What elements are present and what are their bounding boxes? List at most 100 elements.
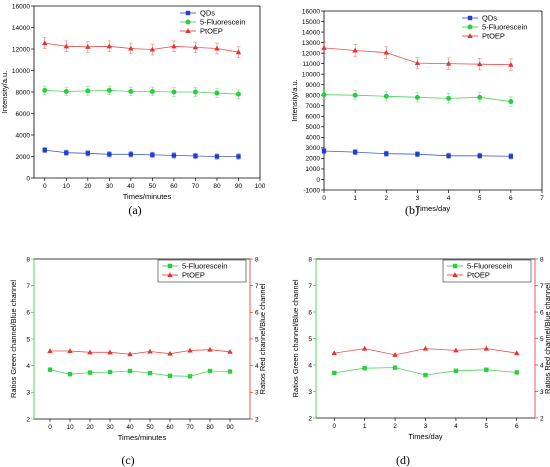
data-point (187, 347, 193, 353)
y-tick-label: 16000 (302, 8, 320, 15)
x-tick-label: 60 (166, 424, 174, 431)
y2-tick-label: 6 (540, 309, 544, 316)
legend-marker (467, 33, 473, 38)
data-point (171, 89, 177, 95)
chart-panel-d: 0 1 2 3 4 5 6 2 2 3 3 4 4 5 5 6 6 7 7 8 8 Times/day Ratios Gre… (291, 256, 550, 467)
y-tick-label: 8000 (16, 89, 31, 96)
y-tick-label: 6 (26, 310, 30, 317)
data-point (42, 40, 48, 46)
data-point (508, 99, 514, 105)
data-point (107, 369, 113, 375)
data-point (67, 348, 73, 353)
data-point (127, 351, 133, 357)
data-point (167, 350, 173, 356)
legend-box (157, 259, 247, 283)
data-point (384, 151, 389, 156)
data-point (85, 88, 91, 94)
data-point (392, 365, 398, 370)
data-point (352, 92, 358, 98)
data-point (477, 61, 483, 67)
x-tick-label: 30 (106, 424, 114, 431)
data-point (207, 368, 213, 374)
x-tick-label: 5 (478, 195, 482, 202)
data-point (383, 49, 389, 55)
x-tick-label: 6 (509, 195, 513, 202)
y2-tick-label: 3 (255, 390, 259, 397)
y2-tick-label: 4 (540, 362, 544, 369)
data-point (128, 88, 134, 94)
legend-label: PtOEP (467, 271, 490, 280)
data-point (147, 370, 153, 376)
legend-marker (167, 263, 173, 269)
y-tick-label: 2000 (306, 156, 321, 163)
x-tick-label: 30 (106, 183, 114, 190)
legend-marker (452, 263, 458, 269)
data-point (484, 367, 489, 372)
data-point (192, 44, 199, 50)
y-tick-label: 7 (308, 283, 312, 290)
y-tick-label: 4 (308, 362, 312, 369)
y-tick-label: 4000 (306, 135, 321, 142)
chart-panel-b: 0 1 2 3 4 5 6 7-1000010002000300040005000600070… (290, 8, 544, 217)
x-tick-label: 20 (86, 424, 94, 431)
data-point (63, 88, 69, 94)
data-point (321, 148, 327, 154)
series-line (44, 89, 239, 95)
data-point (127, 368, 133, 374)
data-point (227, 349, 233, 354)
data-point (445, 60, 452, 66)
data-point (171, 153, 177, 158)
data-point (352, 47, 358, 53)
x-tick-label: 40 (127, 183, 135, 190)
x-tick-label: 7 (540, 195, 544, 202)
x-tick-label: 3 (424, 423, 428, 430)
data-point (477, 94, 483, 100)
x-tick-label: 1 (363, 423, 367, 430)
x-tick-label: 70 (192, 183, 200, 190)
legend-box (442, 259, 532, 283)
data-point (227, 369, 233, 374)
panel-label: (b) (405, 203, 419, 217)
y-tick-label: 12000 (302, 50, 320, 57)
data-point (321, 45, 327, 50)
y-tick-label: 8 (308, 256, 312, 263)
y2-tick-label: 2 (540, 415, 544, 422)
y-tick-label: 5000 (306, 124, 321, 131)
legend-marker (167, 272, 173, 277)
data-point (415, 152, 420, 157)
y-tick-label: 2 (308, 415, 312, 422)
x-tick-label: 90 (235, 183, 243, 190)
data-point (514, 350, 520, 356)
legend-marker (185, 19, 191, 25)
y-tick-label: 5 (308, 336, 312, 343)
y-tick-label: 10000 (12, 68, 30, 75)
y-tick-label: 2000 (16, 154, 31, 161)
data-point (85, 44, 91, 49)
data-point (42, 87, 48, 93)
data-point (149, 46, 156, 52)
x-tick-label: 0 (48, 424, 52, 431)
data-point (167, 373, 173, 378)
data-point (147, 348, 153, 354)
data-point (483, 345, 490, 351)
data-point (106, 87, 112, 93)
data-point (508, 61, 514, 67)
x-tick-label: 5 (485, 423, 489, 430)
legend-label: QDs (200, 9, 215, 18)
legend-marker (467, 24, 473, 30)
data-point (63, 43, 69, 49)
data-point (107, 152, 112, 157)
data-point (508, 154, 514, 159)
data-point (171, 43, 177, 49)
panel-label: (c) (121, 453, 134, 467)
y-tick-label: 9000 (306, 82, 321, 89)
x-tick-label: 2 (393, 423, 397, 430)
data-point (414, 60, 421, 66)
data-point (187, 374, 193, 379)
y2-tick-label: 4 (255, 363, 259, 370)
y-tick-label: 0 (316, 177, 320, 184)
data-point (207, 346, 213, 352)
x-tick-label: 1 (353, 195, 357, 202)
data-point (47, 367, 53, 372)
